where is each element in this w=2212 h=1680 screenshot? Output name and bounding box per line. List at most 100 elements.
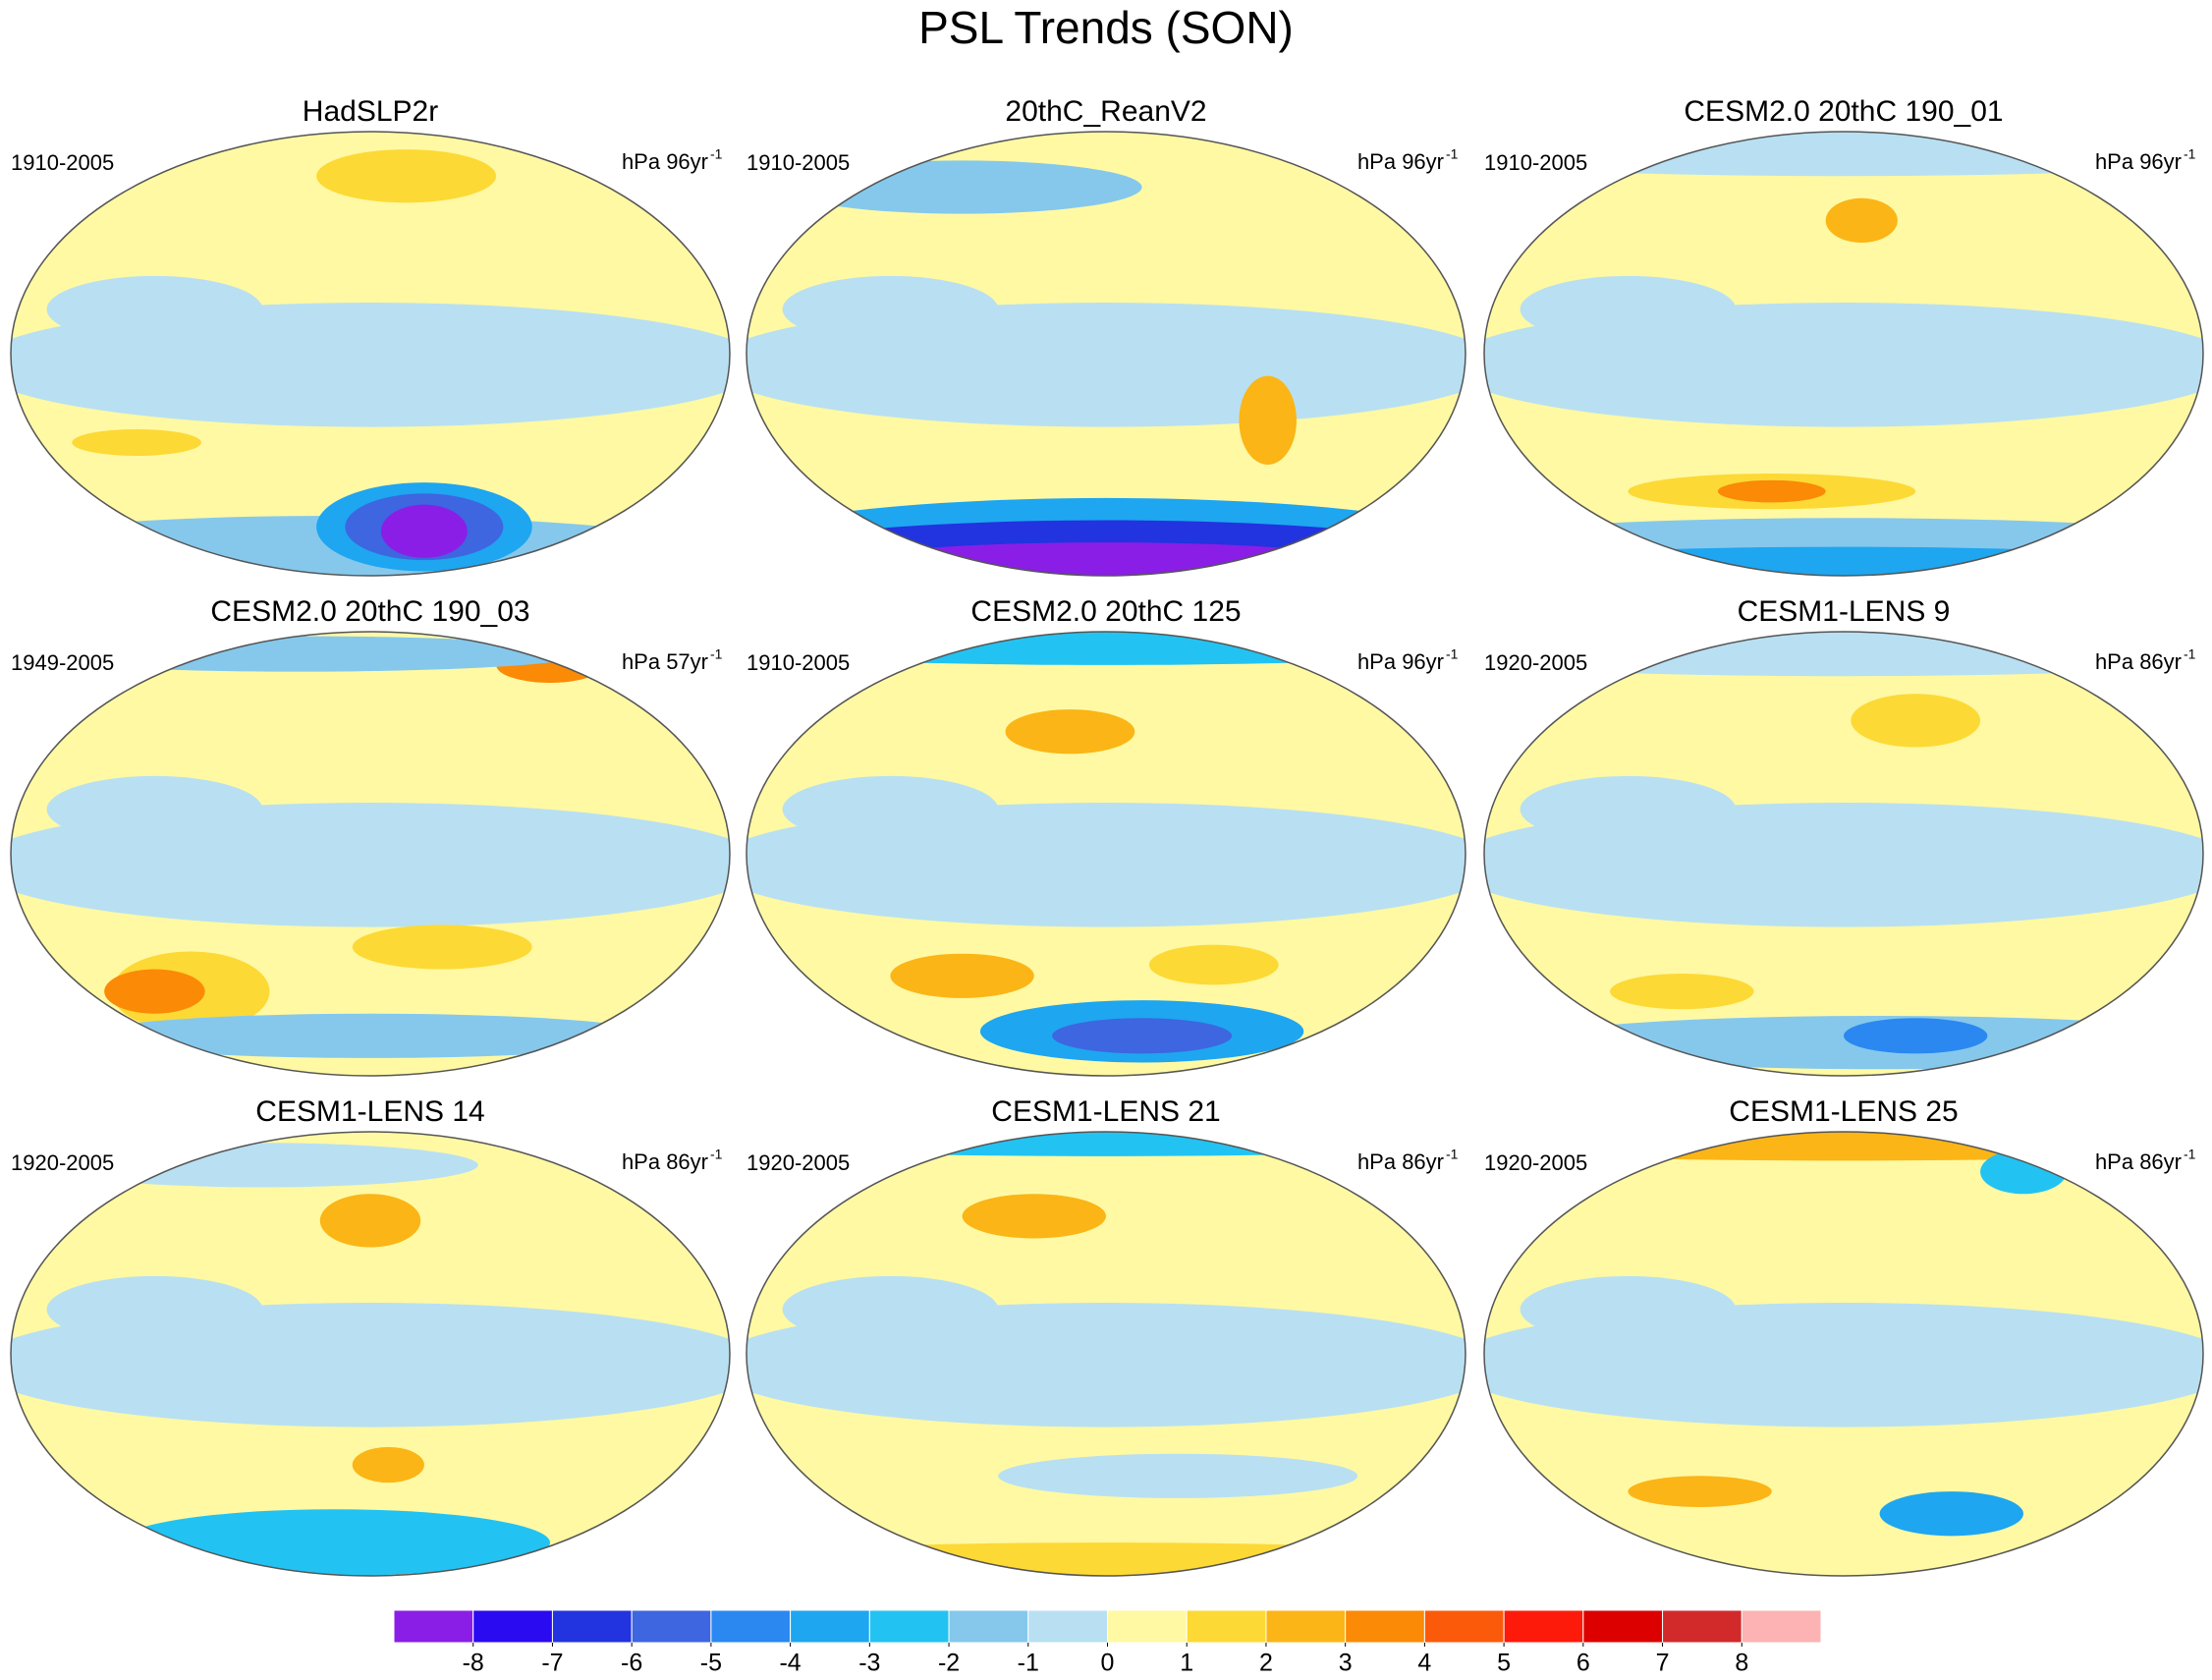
panel-period: 1920-2005: [1484, 1150, 1587, 1175]
figure-title: PSL Trends (SON): [918, 2, 1294, 53]
panel-period: 1920-2005: [11, 1150, 114, 1175]
panel-period: 1920-2005: [1484, 650, 1587, 675]
colorbar-box: [393, 1609, 474, 1644]
colorbar-tick-label: 8: [1735, 1650, 1748, 1677]
panel-units: hPa 57yr: [622, 649, 708, 674]
field-region: [46, 775, 263, 843]
panel-period: 1910-2005: [747, 650, 850, 675]
field-region: [46, 1275, 263, 1343]
map-outline: [1483, 1131, 2204, 1577]
colorbar-box: [790, 1609, 870, 1644]
panel-units-exponent: -1: [710, 1147, 723, 1162]
field-region: [1239, 375, 1297, 465]
colorbar-box: [1027, 1609, 1109, 1644]
map-outline: [10, 131, 731, 577]
field-region: [782, 775, 999, 843]
panel-units: hPa 86yr: [622, 1149, 708, 1174]
panel-units-exponent: -1: [1446, 646, 1459, 662]
panel-title: CESM2.0 20thC 190_01: [1684, 95, 2003, 128]
panel-units-exponent: -1: [1446, 1147, 1459, 1162]
panel-title: CESM1-LENS 21: [991, 1095, 1220, 1128]
panel-title: CESM1-LENS 25: [1729, 1095, 1958, 1128]
colorbar-tick-label: 5: [1497, 1650, 1511, 1677]
field-region: [46, 275, 263, 343]
map-outline: [10, 631, 731, 1077]
map-outline: [746, 1131, 1466, 1577]
field-region: [1844, 1018, 1988, 1054]
field-region: [1610, 974, 1754, 1010]
field-region: [962, 1194, 1106, 1239]
field-region: [1851, 694, 1981, 748]
field-region: [890, 953, 1034, 998]
panel-units: hPa 86yr: [1357, 1149, 1444, 1174]
colorbar-tick-label: -6: [621, 1650, 642, 1677]
colorbar-box: [1582, 1609, 1664, 1644]
panel-units: hPa 96yr: [1357, 649, 1444, 674]
map-outline: [1483, 131, 2204, 577]
map-outline: [746, 631, 1466, 1077]
colorbar-tick-label: -1: [1018, 1650, 1039, 1677]
colorbar-tick-label: 1: [1180, 1650, 1193, 1677]
panel-units-exponent: -1: [2184, 1147, 2196, 1162]
colorbar-box: [1423, 1609, 1505, 1644]
colorbar-box: [1741, 1609, 1822, 1644]
panel-period: 1910-2005: [747, 150, 850, 175]
panel-units: hPa 96yr: [2095, 149, 2182, 174]
map-panel: [747, 132, 1465, 576]
map-panel: [747, 632, 1465, 1076]
colorbar-box: [472, 1609, 553, 1644]
panel-title: HadSLP2r: [303, 95, 438, 128]
map-panel: [11, 632, 730, 1076]
map-panel: [11, 1132, 730, 1576]
panel-period: 1910-2005: [1484, 150, 1587, 175]
colorbar-tick-label: -3: [858, 1650, 880, 1677]
field-region: [998, 1453, 1358, 1498]
panel-units: hPa 86yr: [2095, 649, 2182, 674]
panel-units-exponent: -1: [2184, 646, 2196, 662]
field-region: [1484, 546, 2203, 576]
panel-units-exponent: -1: [710, 146, 723, 162]
panel-title: CESM1-LENS 14: [255, 1095, 484, 1128]
colorbar-box: [1345, 1609, 1425, 1644]
field-region: [352, 1446, 424, 1484]
colorbar-box: [948, 1609, 1029, 1644]
panel-title: CESM2.0 20thC 190_03: [210, 595, 529, 628]
panel-units: hPa 86yr: [2095, 1149, 2182, 1174]
colorbar-tick-label: 0: [1101, 1650, 1115, 1677]
panel-units-exponent: -1: [1446, 146, 1459, 162]
colorbar-tick-label: -2: [938, 1650, 960, 1677]
colorbar-box: [710, 1609, 792, 1644]
colorbar-tick-label: 2: [1259, 1650, 1273, 1677]
colorbar-tick-label: 6: [1576, 1650, 1590, 1677]
field-region: [1052, 1018, 1233, 1054]
field-region: [1005, 709, 1135, 755]
field-region: [1717, 479, 1826, 503]
colorbar-tick-label: -5: [700, 1650, 722, 1677]
colorbar-box: [1107, 1609, 1188, 1644]
colorbar-tick-label: 7: [1656, 1650, 1670, 1677]
field-region: [104, 969, 205, 1014]
panel-units: hPa 96yr: [1357, 149, 1444, 174]
field-region: [1980, 1149, 2067, 1195]
panel-units-exponent: -1: [2184, 146, 2196, 162]
field-region: [782, 1275, 999, 1343]
map-panel: [1484, 132, 2203, 576]
colorbar-box: [551, 1609, 633, 1644]
panel-title: CESM1-LENS 9: [1738, 595, 1951, 628]
panel-title: 20thC_ReanV2: [1005, 95, 1206, 128]
colorbar-tick-label: 4: [1417, 1650, 1431, 1677]
panel-title: CESM2.0 20thC 125: [970, 595, 1241, 628]
field-region: [118, 1509, 550, 1576]
colorbar-tick-label: -7: [541, 1650, 563, 1677]
panel-period: 1949-2005: [11, 650, 114, 675]
colorbar-box: [868, 1609, 950, 1644]
field-region: [1520, 775, 1737, 843]
map-outline: [10, 1131, 731, 1577]
field-region: [1825, 197, 1898, 243]
field-region: [1628, 1476, 1772, 1507]
field-region: [782, 275, 999, 343]
field-region: [83, 1013, 658, 1058]
field-region: [319, 1194, 421, 1248]
colorbar-box: [1662, 1609, 1742, 1644]
